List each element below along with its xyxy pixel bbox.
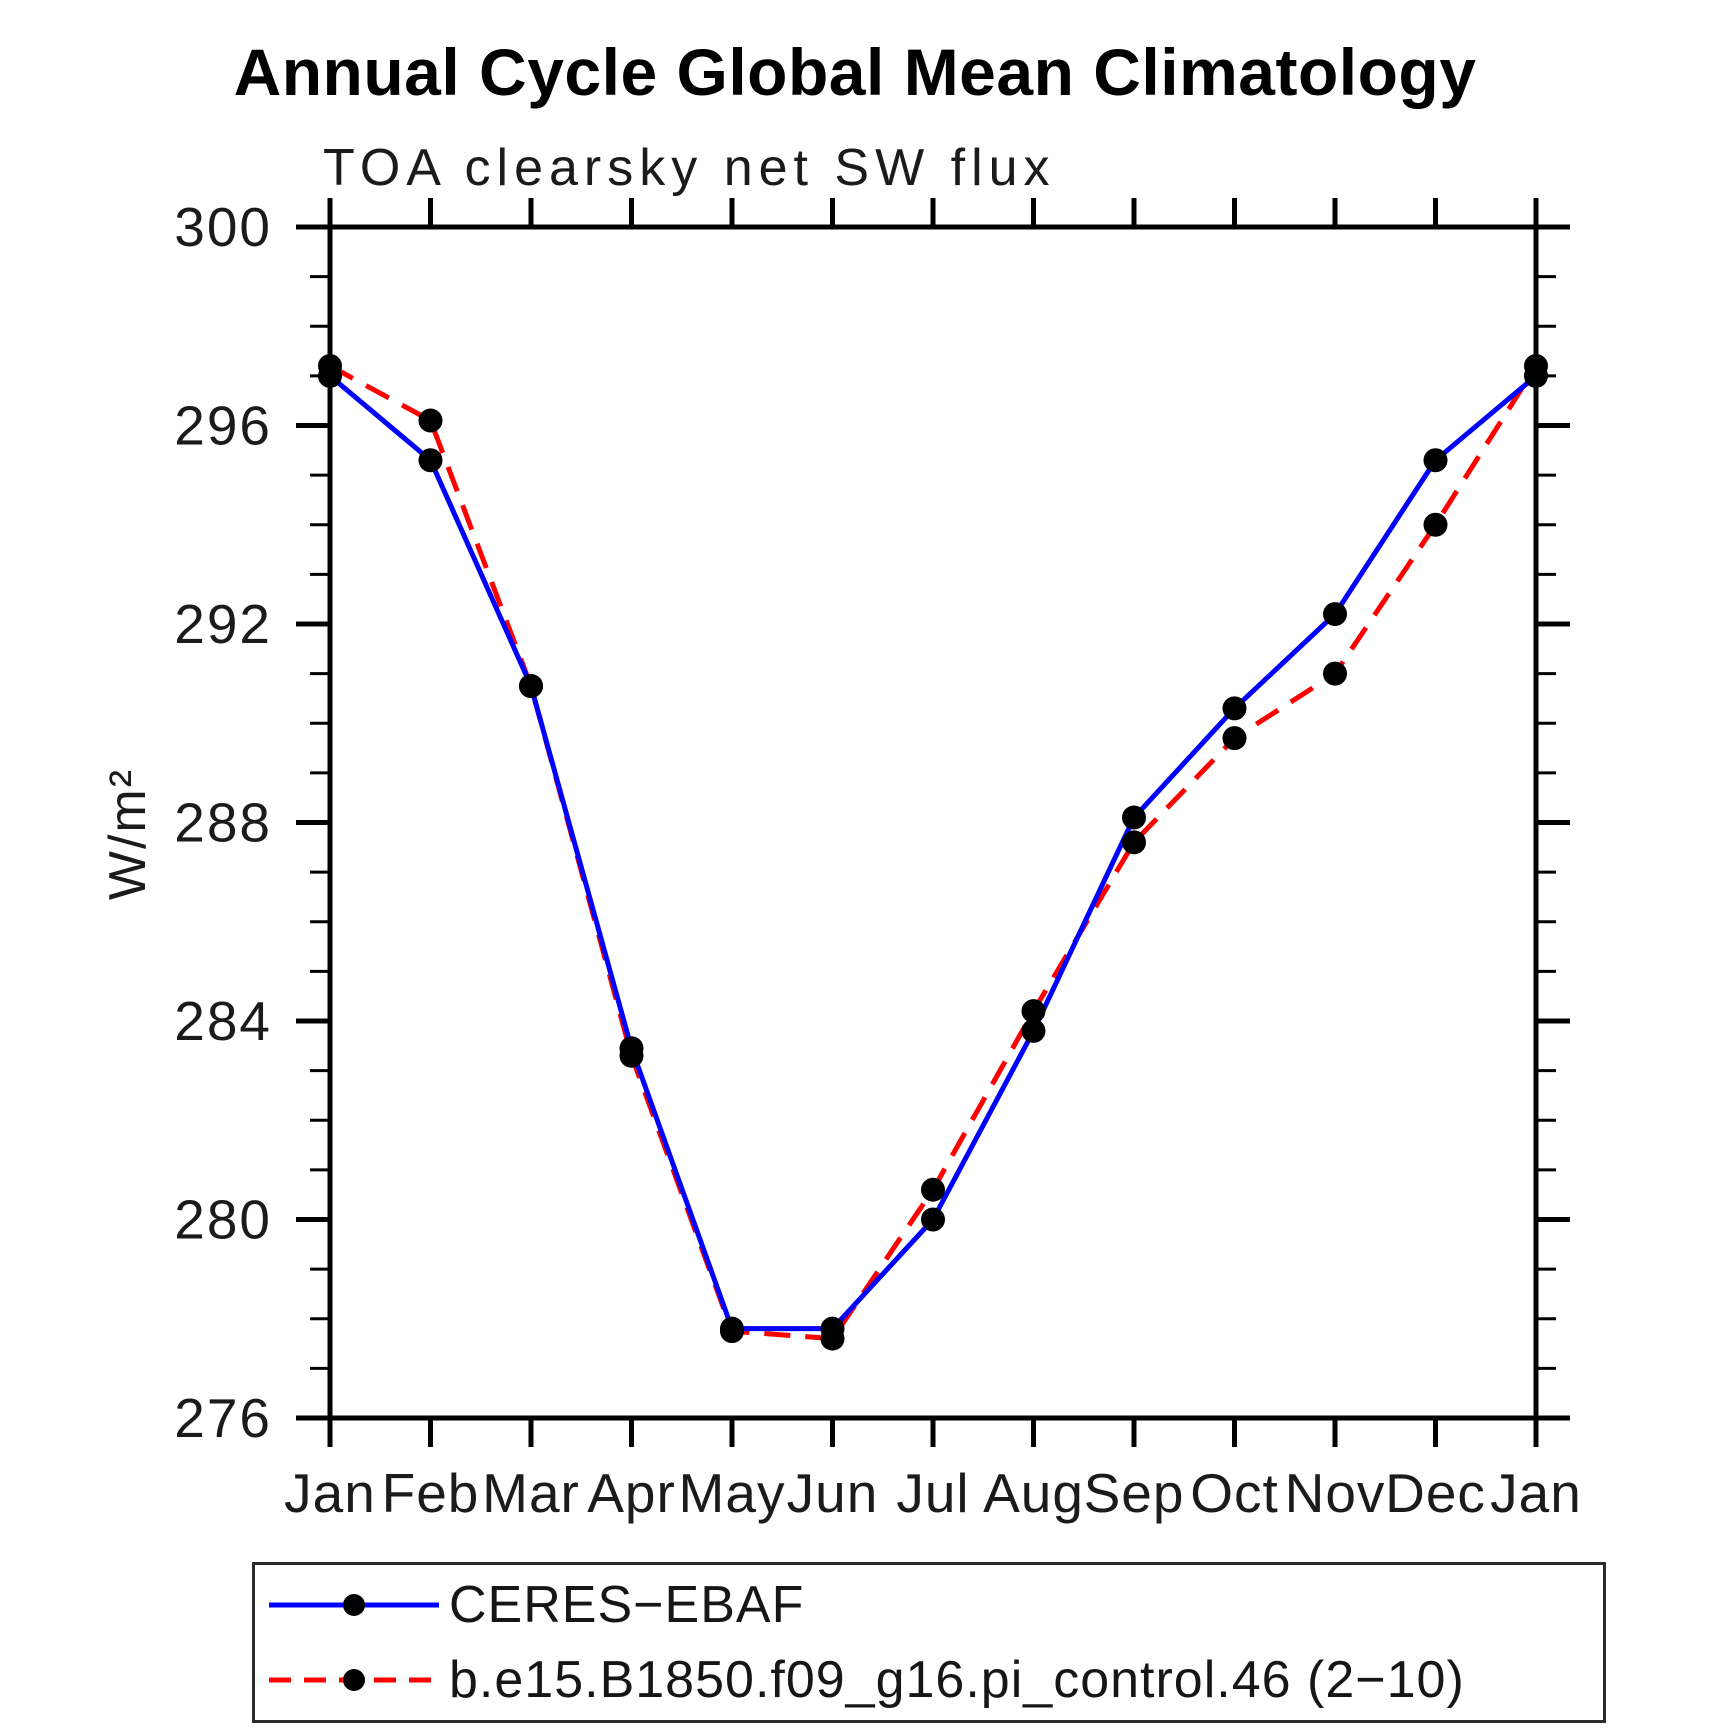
svg-text:Apr: Apr: [587, 1462, 676, 1524]
svg-text:276: 276: [174, 1387, 272, 1449]
legend-entry-model: b.e15.B1850.f09_g16.pi_control.46 (2−10): [255, 1644, 1603, 1716]
svg-text:Oct: Oct: [1190, 1462, 1279, 1524]
svg-text:Jan: Jan: [284, 1462, 376, 1524]
svg-text:May: May: [679, 1462, 786, 1524]
svg-text:Jun: Jun: [787, 1462, 879, 1524]
legend-box: CERES−EBAF b.e15.B1850.f09_g16.pi_contro…: [252, 1562, 1606, 1723]
svg-text:Mar: Mar: [482, 1462, 580, 1524]
svg-text:288: 288: [174, 792, 272, 854]
svg-text:Dec: Dec: [1385, 1462, 1486, 1524]
svg-text:284: 284: [174, 990, 272, 1052]
svg-text:Aug: Aug: [983, 1462, 1084, 1524]
svg-text:Jan: Jan: [1490, 1462, 1582, 1524]
dashed-line-marker-icon: [269, 1669, 439, 1692]
solid-line-marker-icon: [269, 1593, 439, 1616]
svg-text:Nov: Nov: [1285, 1462, 1386, 1524]
svg-text:296: 296: [174, 395, 272, 457]
svg-text:Sep: Sep: [1084, 1462, 1185, 1524]
svg-text:280: 280: [174, 1189, 272, 1251]
svg-text:Jul: Jul: [896, 1462, 969, 1524]
legend-label-model: b.e15.B1850.f09_g16.pi_control.46 (2−10): [449, 1651, 1465, 1710]
chart-subtitle: TOA clearsky net SW flux: [323, 139, 1056, 197]
legend-label-ceres: CERES−EBAF: [449, 1575, 805, 1634]
legend-dot-icon: [343, 1593, 365, 1616]
chart-title: Annual Cycle Global Mean Climatology: [233, 35, 1477, 109]
svg-text:292: 292: [174, 593, 272, 655]
legend-dot-icon: [343, 1669, 365, 1692]
legend-entry-ceres: CERES−EBAF: [255, 1569, 1603, 1641]
svg-text:Feb: Feb: [382, 1462, 480, 1524]
svg-text:300: 300: [174, 196, 272, 258]
